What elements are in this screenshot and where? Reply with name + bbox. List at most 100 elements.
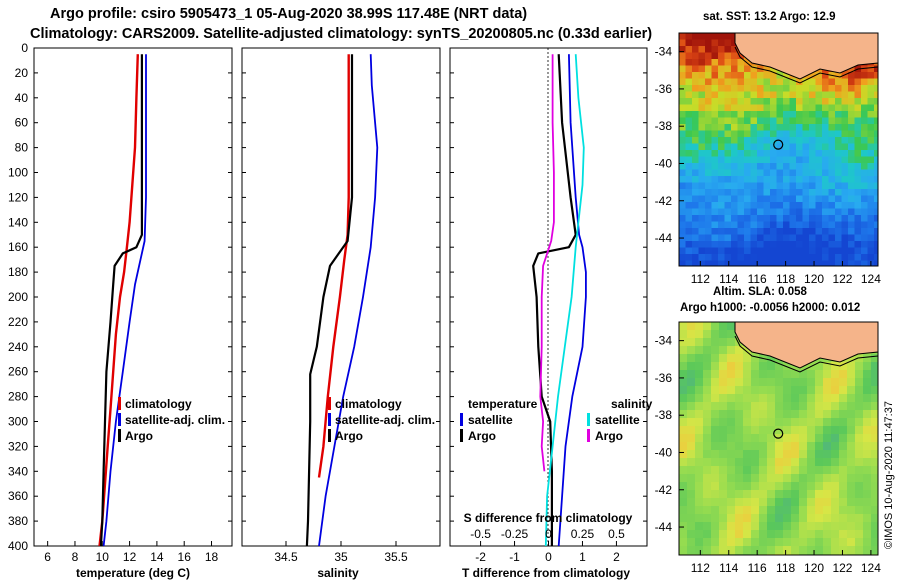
map-pixel bbox=[731, 65, 738, 73]
map-pixel bbox=[711, 111, 719, 118]
map-pixel bbox=[679, 247, 686, 255]
map-pixel bbox=[737, 195, 745, 203]
map-pixel bbox=[763, 85, 771, 92]
map-pixel bbox=[692, 111, 699, 118]
map-pixel bbox=[861, 85, 868, 92]
map-pixel bbox=[791, 450, 800, 459]
map-pixel bbox=[759, 402, 768, 411]
map-pixel bbox=[847, 458, 856, 467]
map-pixel bbox=[750, 176, 758, 183]
s-difference-label: S difference from climatology bbox=[464, 511, 633, 525]
map-pixel bbox=[711, 163, 719, 170]
map-pixel bbox=[759, 458, 768, 467]
map-pixel bbox=[719, 466, 728, 475]
map-pixel bbox=[863, 522, 872, 531]
series-line-argo bbox=[305, 54, 354, 547]
map-pixel bbox=[685, 52, 693, 60]
legend-label: Argo bbox=[335, 429, 363, 443]
map-pixel bbox=[854, 150, 862, 157]
map-pixel bbox=[703, 410, 712, 419]
map-pixel bbox=[839, 482, 848, 491]
map-pixel bbox=[809, 163, 816, 170]
map-pixel bbox=[802, 189, 810, 196]
map-pixel bbox=[796, 247, 803, 255]
map-pixel bbox=[822, 72, 829, 79]
map-pixel bbox=[863, 514, 872, 523]
map-pixel bbox=[744, 98, 751, 105]
difference-panel: -2 -1 0 1 2-0.5 -0.25 0 0.25 0.5 temperature sali… bbox=[449, 47, 653, 580]
map-pixel bbox=[871, 450, 879, 459]
map-pixel bbox=[705, 202, 712, 209]
map-pixel bbox=[724, 241, 732, 248]
map-pixel bbox=[695, 514, 704, 523]
map-pixel bbox=[871, 514, 879, 523]
map-pixel bbox=[799, 426, 808, 435]
map-pixel bbox=[705, 85, 712, 92]
map-pixel bbox=[776, 85, 784, 92]
map-pixel bbox=[711, 39, 719, 47]
map-pixel bbox=[815, 234, 823, 242]
map-pixel bbox=[855, 538, 864, 547]
map-pixel bbox=[861, 228, 868, 235]
map-pixel bbox=[822, 137, 829, 144]
map-pixel bbox=[718, 130, 725, 138]
map-pixel bbox=[799, 386, 808, 395]
x-tick-label: 16 bbox=[178, 550, 192, 564]
map-pixel bbox=[687, 442, 696, 451]
map-pixel bbox=[703, 330, 712, 339]
map-pixel bbox=[789, 111, 797, 118]
map-pixel bbox=[705, 150, 712, 157]
map-pixel bbox=[775, 426, 784, 435]
map-pixel bbox=[727, 362, 736, 371]
map-pixel bbox=[783, 378, 792, 387]
depth-tick-label: 340 bbox=[8, 464, 28, 478]
map-pixel bbox=[776, 111, 784, 118]
map-pixel bbox=[828, 215, 836, 222]
map-pixel bbox=[718, 143, 725, 151]
legend-label: satellite-adj. clim. bbox=[125, 413, 225, 427]
map-pixel bbox=[744, 202, 751, 209]
map-pixel bbox=[799, 514, 808, 523]
map-pixel bbox=[802, 254, 810, 261]
map-pixel bbox=[823, 450, 832, 459]
map-pixel bbox=[692, 117, 699, 125]
map-pixel bbox=[744, 78, 751, 86]
map-pixel bbox=[724, 156, 732, 164]
map-pixel bbox=[718, 247, 725, 255]
map-pixel bbox=[831, 410, 840, 419]
map-pixel bbox=[719, 410, 728, 419]
map-pixel bbox=[763, 228, 771, 235]
map-pixel bbox=[841, 182, 849, 190]
map-pixel bbox=[750, 228, 758, 235]
map-pixel bbox=[791, 538, 800, 547]
map-pixel bbox=[807, 514, 816, 523]
map-pixel bbox=[751, 418, 760, 427]
map-pixel bbox=[737, 59, 745, 66]
map-pixel bbox=[719, 458, 728, 467]
map-pixel bbox=[751, 410, 760, 419]
map-pixel bbox=[770, 247, 777, 255]
depth-tick-label: 300 bbox=[8, 415, 28, 429]
map-pixel bbox=[854, 72, 862, 79]
map-pixel bbox=[796, 228, 803, 235]
map-pixel bbox=[750, 234, 758, 242]
map-pixel bbox=[731, 234, 738, 242]
map-pixel bbox=[783, 176, 790, 183]
map-pixel bbox=[802, 130, 810, 138]
map-pixel bbox=[767, 506, 776, 515]
map-pixel bbox=[783, 234, 790, 242]
map-pixel bbox=[763, 78, 771, 86]
map-pixel bbox=[724, 143, 732, 151]
map-pixel bbox=[835, 78, 842, 86]
map-pixel bbox=[802, 111, 810, 118]
map-pixel bbox=[757, 117, 764, 125]
map-pixel bbox=[698, 176, 706, 183]
series-line-salinity-satellite bbox=[544, 54, 585, 547]
map-pixel bbox=[757, 124, 764, 131]
map-pixel bbox=[807, 530, 816, 539]
map-pixel bbox=[711, 208, 719, 216]
map-pixel bbox=[763, 91, 771, 99]
map-pixel bbox=[685, 228, 693, 235]
map-pixel bbox=[815, 418, 824, 427]
map-pixel bbox=[789, 156, 797, 164]
